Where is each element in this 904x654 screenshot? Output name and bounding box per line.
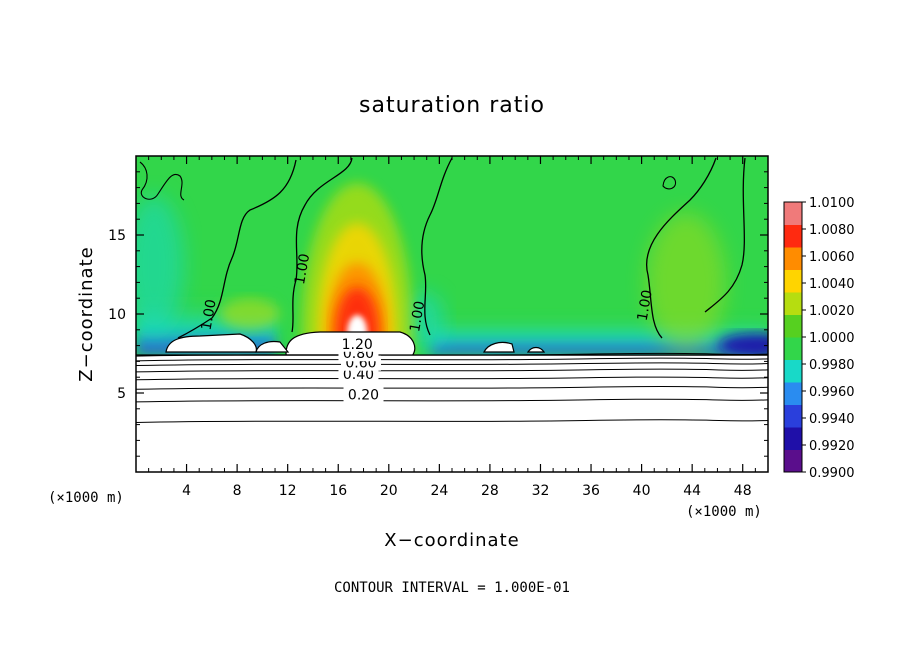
cloud-regions — [136, 331, 768, 472]
colorbar-tick-label-2: 1.0060 — [809, 250, 855, 265]
x-tick-label-2: 12 — [279, 483, 297, 499]
stable-layer — [136, 355, 768, 472]
colorbar-swatch-6 — [784, 314, 802, 338]
chart-title: saturation ratio — [359, 93, 545, 118]
contour-label-7: 1.00 — [407, 300, 428, 333]
cyan-patch-center — [404, 291, 445, 352]
x-axis-label: X−coordinate — [384, 530, 519, 551]
colorbar-swatch-2 — [784, 404, 802, 428]
colorbar-tick-label-8: 0.9940 — [809, 412, 855, 427]
colorbar-swatch-0 — [784, 449, 802, 473]
cloud-east-a — [483, 341, 515, 353]
stable-contour-4 — [136, 368, 768, 373]
colorbar-tick-label-1: 1.0080 — [809, 223, 855, 238]
saturation-field: 0.200.400.600.801.201.001.00 1.00 1.00 — [136, 156, 768, 472]
colorbar-tick-label-3: 1.0040 — [809, 277, 855, 292]
y-axis: 5 10 15 — [108, 171, 768, 457]
stable-contour-1 — [136, 398, 768, 403]
x-tick-label-10: 44 — [683, 483, 701, 499]
contour-line-east — [421, 157, 453, 336]
x-tick-label-8: 36 — [582, 483, 600, 499]
colorbar-tick-label-5: 1.0000 — [809, 331, 855, 346]
colorbar-swatch-10 — [784, 224, 802, 248]
x-tick-label-6: 28 — [481, 483, 499, 499]
stable-layer-contours — [136, 352, 768, 423]
contour-label-5: 1.00 — [292, 252, 313, 285]
stable-contour-5 — [136, 362, 768, 367]
unity-contours — [139, 157, 746, 339]
contour-interval-note: CONTOUR INTERVAL = 1.000E-01 — [334, 580, 570, 596]
x-tick-label-1: 8 — [233, 483, 242, 499]
colorbar-tick-label-4: 1.0020 — [809, 304, 855, 319]
colorbar-tick-label-6: 0.9980 — [809, 358, 855, 373]
blue-patch-east — [718, 333, 768, 358]
colorbar-swatch-4 — [784, 359, 802, 383]
cloud-west — [165, 333, 257, 353]
contour-line-far-east — [645, 157, 717, 339]
cyan-patch-west — [136, 195, 184, 336]
stable-contour-2 — [136, 385, 768, 390]
contour-line-west — [177, 159, 297, 339]
cloud-layer — [136, 156, 768, 358]
contour-label-6: 1.00 — [199, 298, 220, 331]
x-tick-label-3: 16 — [329, 483, 347, 499]
x-tick-label-5: 24 — [430, 483, 448, 499]
colorbar-swatch-5 — [784, 337, 802, 360]
contour-label-4: 1.20 — [342, 337, 373, 353]
colorbar-swatch-9 — [784, 247, 802, 270]
colorbar-swatch-11 — [784, 202, 802, 225]
colorbar-swatch-1 — [784, 427, 802, 450]
stable-contour-7 — [136, 352, 768, 357]
x-tick-label-0: 4 — [182, 483, 191, 499]
y-tick-label-0: 5 — [117, 386, 126, 402]
x-tick-label-4: 20 — [380, 483, 398, 499]
x-unit-left: (×1000 m) — [48, 490, 124, 506]
colorbar-swatch-8 — [784, 269, 802, 293]
cloud-mid — [255, 340, 290, 353]
yellow-patch-east — [645, 212, 726, 353]
cloud-east-b — [526, 346, 546, 353]
contour-loop-ne — [662, 176, 677, 190]
x-tick-label-7: 32 — [532, 483, 550, 499]
stable-contour-3 — [136, 376, 768, 381]
y-tick-label-2: 15 — [108, 228, 126, 244]
colorbar-tick-label-0: 1.0100 — [809, 196, 855, 211]
contour-label-1: 0.40 — [343, 367, 374, 383]
contour-label-8: 1.00 — [635, 289, 656, 322]
y-axis-label: Z−coordinate — [76, 246, 97, 381]
colorbar: 1.0100 1.0080 1.0060 1.0040 1.0020 1.0000 0.99… — [783, 196, 855, 481]
colorbar-tick-label-9: 0.9920 — [809, 439, 855, 454]
y-tick-label-1: 10 — [108, 307, 126, 323]
x-tick-label-11: 48 — [734, 483, 752, 499]
x-unit-right: (×1000 m) — [686, 504, 762, 520]
stable-contour-0 — [136, 419, 768, 423]
yellow-patch-west — [219, 298, 280, 330]
contour-squiggle-nw — [139, 161, 185, 201]
x-axis: 4 8 12 16 20 24 28 32 36 40 44 48 — [148, 156, 756, 499]
colorbar-swatch-7 — [784, 292, 802, 315]
colorbar-swatch-3 — [784, 382, 802, 405]
stable-contour-6 — [136, 357, 768, 362]
colorbar-tick-label-7: 0.9960 — [809, 385, 855, 400]
colorbar-tick-label-10: 0.9900 — [809, 466, 855, 481]
contour-line-center — [291, 157, 353, 333]
contour-labels: 0.200.400.600.801.201.001.00 1.00 1.00 — [199, 252, 656, 403]
contour-line-far-east-b — [704, 157, 746, 313]
x-tick-label-9: 40 — [633, 483, 651, 499]
contour-label-bg-0 — [343, 387, 384, 403]
contour-label-bg-4 — [337, 336, 378, 352]
contour-label-0: 0.20 — [348, 387, 379, 403]
